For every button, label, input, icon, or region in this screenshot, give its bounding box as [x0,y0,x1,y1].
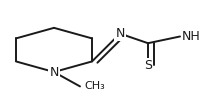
Text: N: N [115,27,125,40]
Text: S: S [144,59,152,72]
Text: N: N [49,65,59,79]
Text: NH₂: NH₂ [182,30,200,43]
Text: CH₃: CH₃ [84,81,105,91]
